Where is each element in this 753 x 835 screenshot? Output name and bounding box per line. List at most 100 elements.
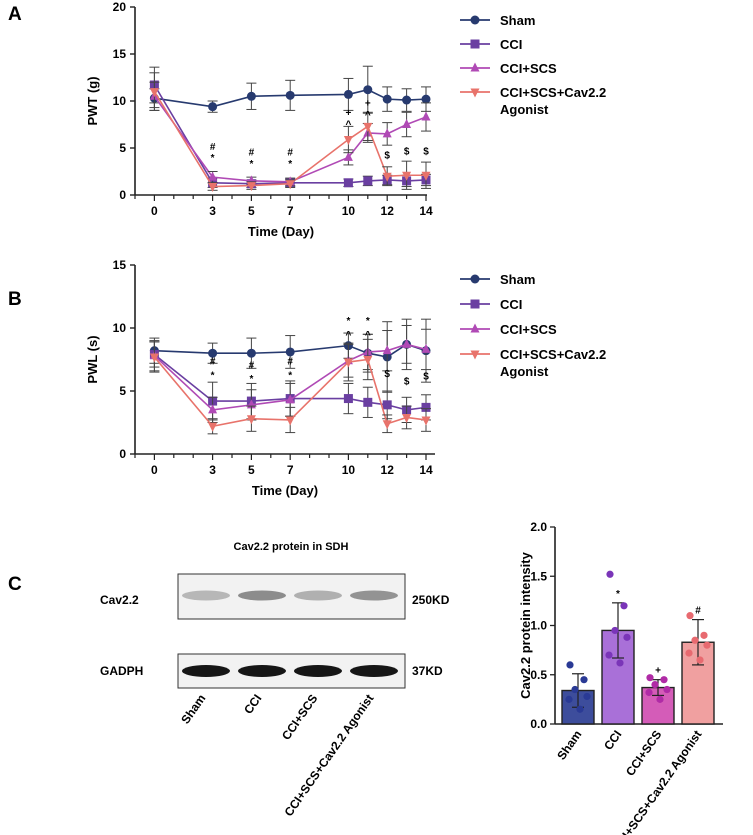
significance-mark: $ bbox=[404, 377, 410, 388]
lane-label-cci: CCI bbox=[241, 692, 264, 717]
blot-band bbox=[350, 590, 398, 601]
bar-point bbox=[611, 626, 619, 635]
data-point bbox=[208, 348, 218, 358]
data-point bbox=[149, 353, 159, 363]
data-point bbox=[363, 122, 373, 132]
significance-mark: $ bbox=[404, 147, 410, 158]
blot-size-label: 37KD bbox=[412, 664, 443, 678]
significance-mark: # bbox=[210, 357, 216, 368]
x-tick-label: 14 bbox=[419, 204, 433, 218]
x-tick-label: 0 bbox=[151, 463, 158, 477]
legend-marker bbox=[470, 62, 480, 72]
data-point bbox=[149, 88, 159, 98]
data-point bbox=[208, 422, 218, 432]
significance-mark: * bbox=[249, 159, 253, 170]
panel-letter-a: A bbox=[8, 4, 22, 25]
bar-y-tick-label: 2.0 bbox=[530, 520, 547, 534]
significance-mark: $ bbox=[423, 372, 429, 383]
legend-marker bbox=[470, 15, 480, 25]
legend-marker bbox=[470, 274, 480, 284]
series-cci-scs-cav2-2-agonist bbox=[149, 72, 431, 193]
series-cci-scs-cav2-2-agonist bbox=[149, 338, 431, 435]
legend-label-sham: Sham bbox=[500, 13, 535, 28]
bar-point bbox=[685, 649, 693, 657]
blot-band bbox=[238, 665, 286, 677]
legend-label-line: Agonist bbox=[500, 364, 549, 379]
bar-point bbox=[623, 633, 631, 641]
y-axis-title: PWT (g) bbox=[85, 76, 100, 125]
significance-mark: $ bbox=[423, 147, 429, 158]
bar-point bbox=[580, 676, 588, 684]
y-tick-label: 5 bbox=[119, 384, 126, 398]
bar-point bbox=[703, 641, 711, 649]
significance-mark: ^ bbox=[365, 330, 371, 341]
blot-band bbox=[238, 590, 286, 601]
bar-significance: # bbox=[695, 606, 701, 617]
x-tick-label: 10 bbox=[342, 204, 356, 218]
data-point bbox=[285, 394, 295, 404]
data-point bbox=[363, 85, 373, 95]
significance-mark: * bbox=[346, 316, 350, 327]
data-point bbox=[246, 348, 256, 358]
bar-point bbox=[700, 631, 708, 639]
data-point bbox=[285, 180, 295, 190]
bar-point bbox=[651, 681, 659, 689]
blot-size-label: 250KD bbox=[412, 593, 450, 607]
data-point bbox=[402, 171, 412, 181]
blot-band bbox=[182, 590, 230, 601]
data-point bbox=[421, 171, 431, 181]
data-point bbox=[421, 343, 431, 353]
legend-label-sham: Sham bbox=[500, 272, 535, 287]
data-point bbox=[363, 356, 373, 365]
data-point bbox=[382, 172, 392, 182]
lane-label-sham: Sham bbox=[178, 692, 208, 727]
bar-y-tick-label: 0.0 bbox=[530, 717, 547, 731]
significance-mark: * bbox=[211, 370, 215, 381]
legend-label-line: Agonist bbox=[500, 102, 549, 117]
bar-category-label: CCI bbox=[601, 728, 624, 753]
y-tick-label: 0 bbox=[119, 447, 126, 461]
bar-category-label: CCI+SCS bbox=[623, 728, 665, 779]
legend-label-cci: CCI bbox=[500, 297, 522, 312]
bar-point bbox=[566, 661, 574, 669]
significance-mark: # bbox=[210, 142, 216, 153]
significance-mark: + bbox=[365, 99, 371, 110]
significance-mark: # bbox=[287, 357, 293, 368]
blot-band bbox=[182, 665, 230, 677]
y-tick-label: 15 bbox=[113, 258, 127, 272]
legend-marker bbox=[470, 88, 480, 98]
x-tick-label: 10 bbox=[342, 463, 356, 477]
legend-marker bbox=[470, 39, 480, 49]
x-tick-label: 7 bbox=[287, 204, 294, 218]
legend-label-line: CCI+SCS+Cav2.2 bbox=[500, 347, 606, 362]
bar-point bbox=[663, 685, 671, 694]
legend-label-line: Sham bbox=[500, 13, 535, 28]
chart-b: 0 5 10 15 0 3 5 7 10 12 14 Time (Day) PWL (s) * # * # * # ^… bbox=[85, 258, 606, 498]
legend-label-line: CCI+SCS bbox=[500, 322, 557, 337]
x-tick-label: 3 bbox=[209, 204, 216, 218]
x-tick-label: 14 bbox=[419, 463, 433, 477]
y-tick-label: 5 bbox=[119, 141, 126, 155]
legend-label-line: Sham bbox=[500, 272, 535, 287]
bar-y-tick-label: 1.5 bbox=[530, 569, 547, 583]
blot-row-label: Cav2.2 bbox=[100, 593, 139, 607]
bar-point bbox=[691, 636, 699, 644]
data-point bbox=[382, 128, 392, 138]
legend-label-cci: CCI bbox=[500, 37, 522, 52]
y-tick-label: 0 bbox=[119, 188, 126, 202]
bar-significance: * bbox=[616, 589, 620, 600]
blot-band bbox=[294, 665, 342, 677]
significance-mark: * bbox=[288, 159, 292, 170]
data-point bbox=[402, 119, 412, 128]
bar-point bbox=[656, 695, 664, 703]
series-cci-scs bbox=[149, 81, 431, 187]
x-tick-label: 7 bbox=[287, 463, 294, 477]
significance-mark: * bbox=[249, 374, 253, 385]
data-point bbox=[382, 400, 392, 410]
bar-point bbox=[583, 692, 591, 701]
data-point bbox=[402, 338, 412, 348]
bar-significance: + bbox=[655, 666, 661, 677]
significance-mark: * bbox=[211, 153, 215, 164]
blot-row-label: GADPH bbox=[100, 664, 143, 678]
